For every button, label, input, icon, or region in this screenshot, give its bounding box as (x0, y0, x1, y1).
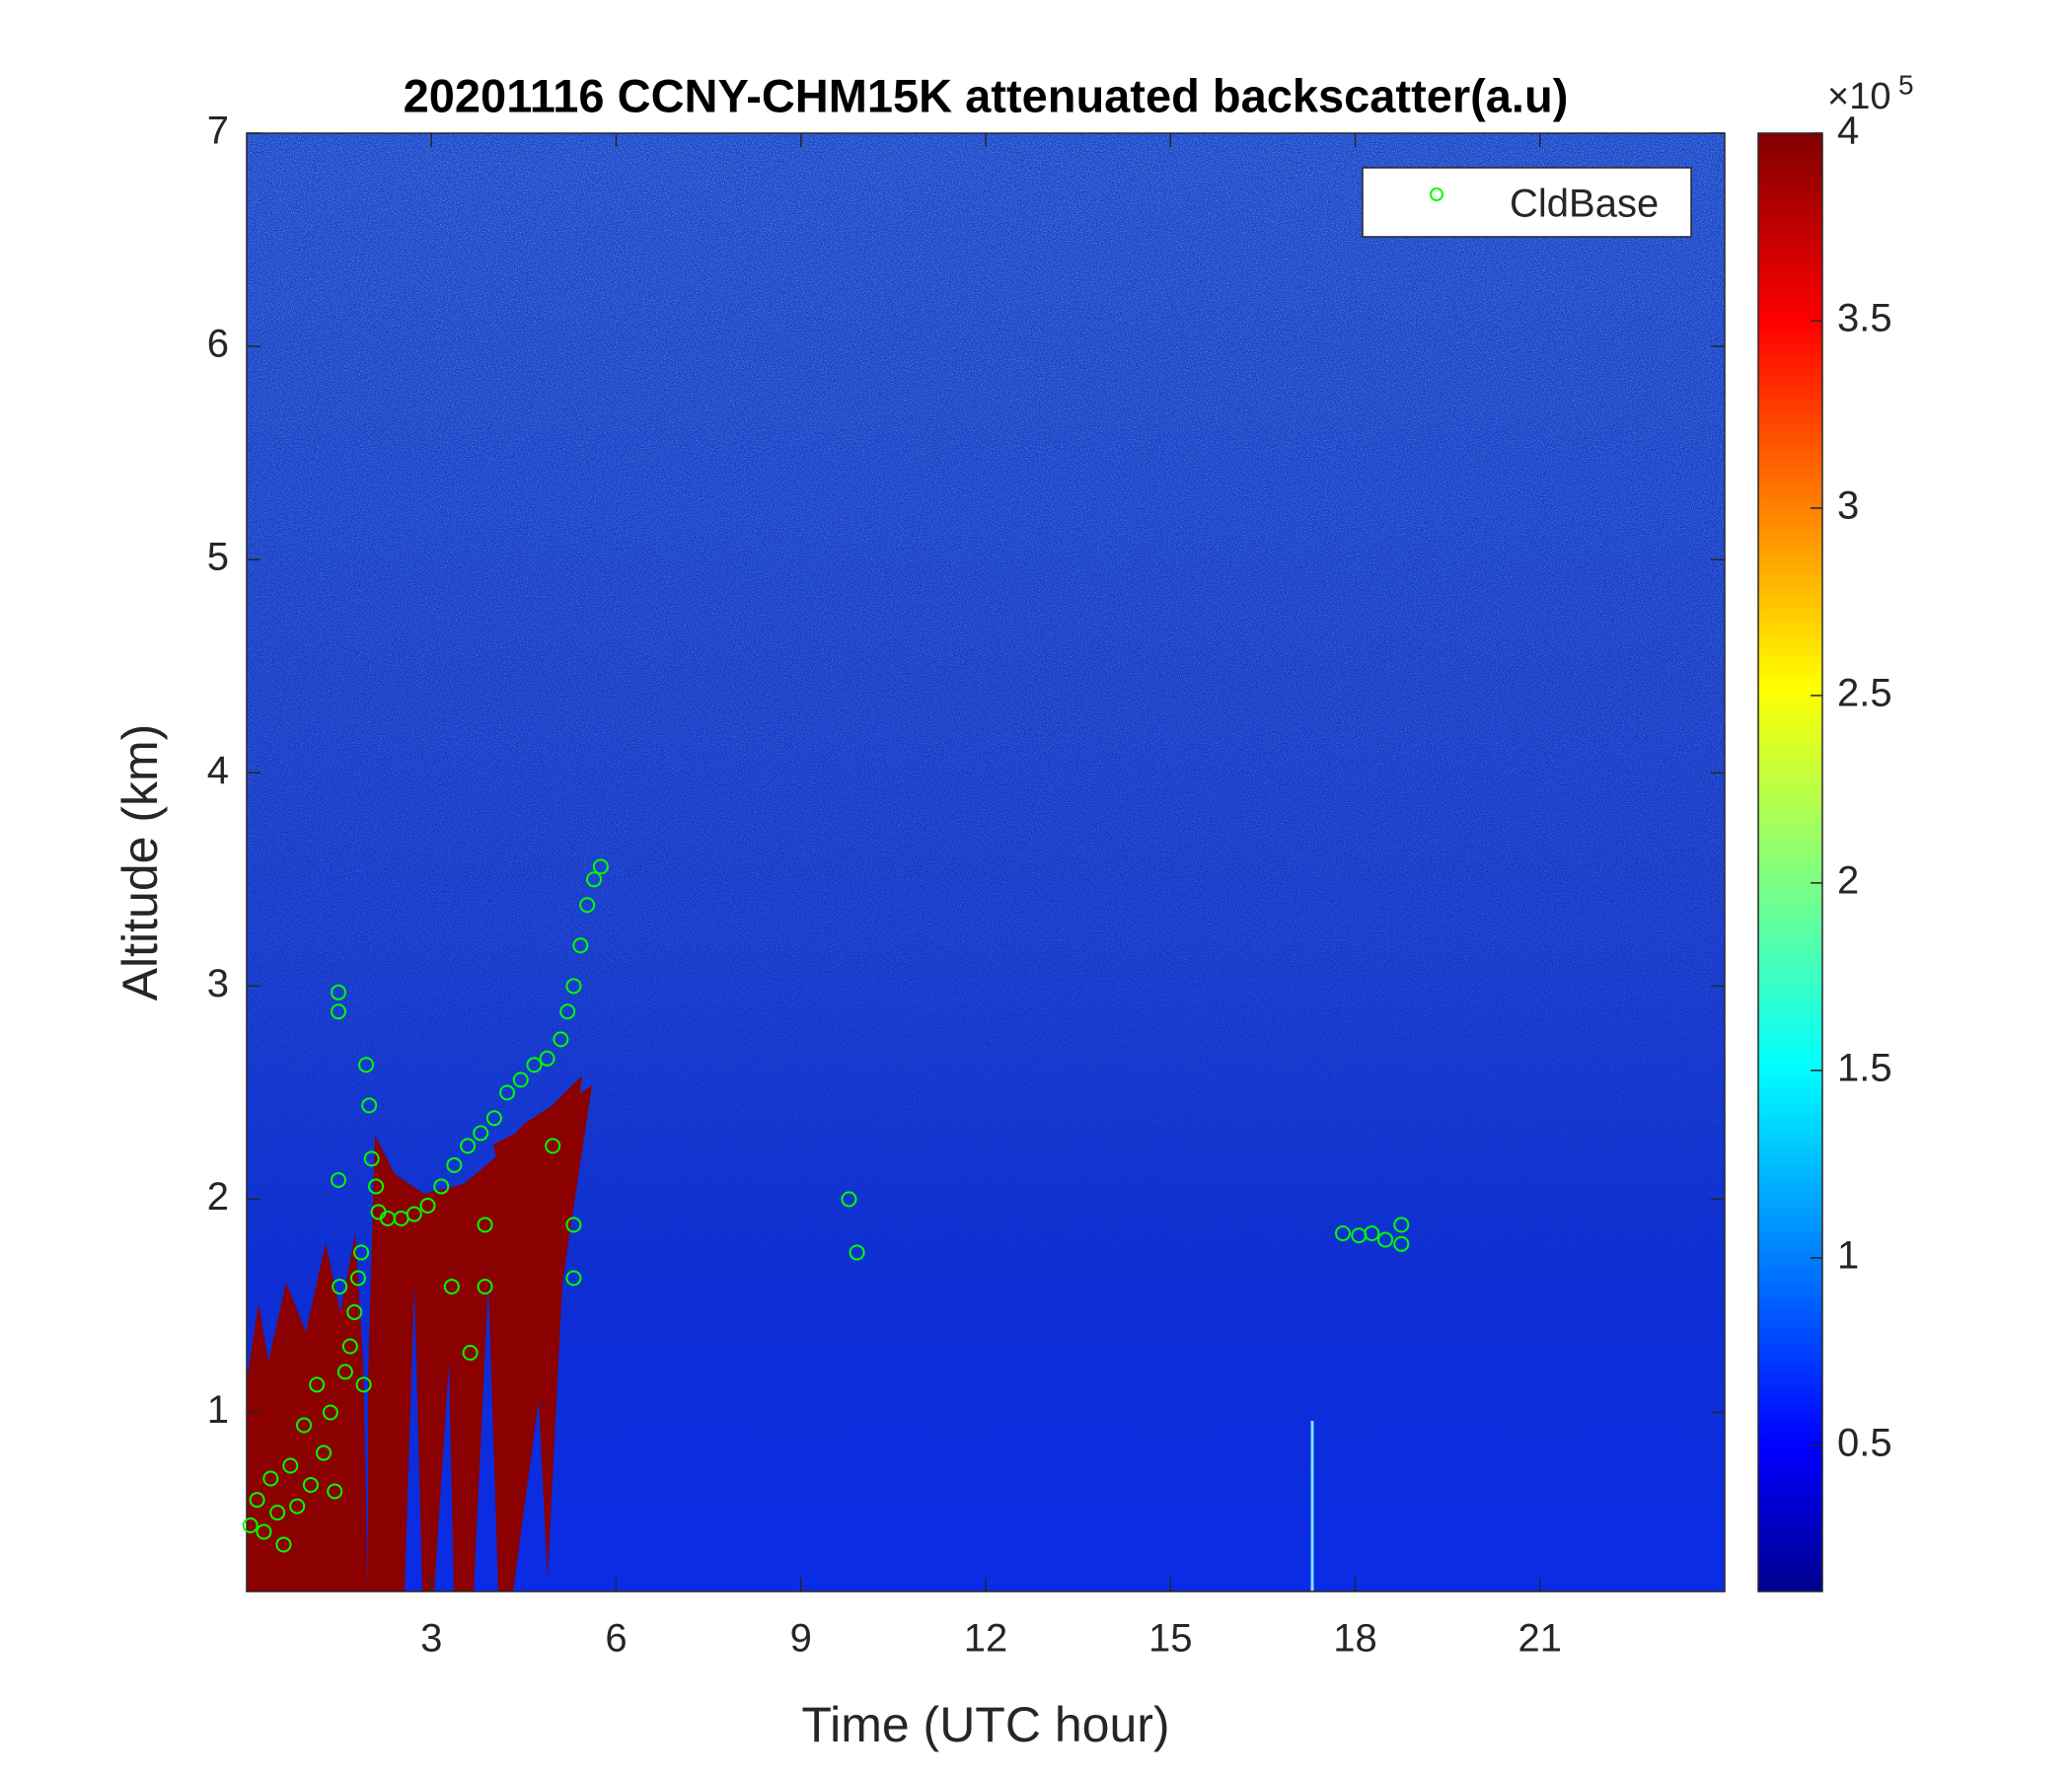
cloud-base-point (249, 1492, 265, 1509)
cloud-base-point (406, 1206, 422, 1222)
cloud-base-point (368, 1178, 385, 1195)
cloud-base-point (302, 1476, 319, 1493)
colorbar-multiplier: ×10 (1827, 76, 1890, 117)
cloud-base-point (565, 1270, 582, 1287)
cloud-base-point (512, 1072, 529, 1088)
x-axis-label: Time (UTC hour) (801, 1697, 1169, 1752)
cloud-base-point (477, 1217, 493, 1233)
x-tick-label: 9 (790, 1617, 812, 1661)
cloud-base-point (433, 1178, 450, 1195)
cloud-base-point (559, 1003, 576, 1020)
cloud-base-point (446, 1156, 463, 1173)
cloud-base-point (553, 1031, 569, 1048)
legend-marker (1430, 187, 1443, 201)
cloud-base-point (289, 1498, 306, 1515)
x-tick-label: 15 (1148, 1617, 1193, 1661)
cloud-base-point (1393, 1217, 1410, 1233)
y-tick-label: 6 (207, 323, 229, 366)
x-tick-label: 12 (964, 1617, 1008, 1661)
cloud-base-point (443, 1279, 460, 1295)
cloud-base-point (355, 1376, 372, 1393)
cloud-base-point (539, 1050, 555, 1067)
colorbar-tick-label: 0.5 (1837, 1421, 1892, 1464)
y-axis-label: Altitude (km) (112, 724, 168, 1001)
x-tick-label: 18 (1333, 1617, 1377, 1661)
cloud-base-point (332, 1279, 348, 1295)
cloud-base-point (1377, 1231, 1394, 1248)
colorbar (1757, 132, 1823, 1592)
legend-box (1362, 167, 1692, 238)
cloud-base-point (1393, 1235, 1410, 1252)
cloud-base-point (565, 978, 582, 995)
cloud-base-point (545, 1138, 561, 1154)
colorbar-tick-label: 1.5 (1837, 1046, 1892, 1089)
y-tick-label: 4 (207, 749, 229, 792)
cloud-base-point (358, 1057, 375, 1073)
y-tick-label: 2 (207, 1175, 229, 1219)
cloud-base-point (331, 1003, 347, 1020)
cloud-base-point (331, 984, 347, 1000)
colorbar-tick-label: 1 (1837, 1233, 1859, 1277)
colorbar-tick-label: 2 (1837, 858, 1859, 902)
cloud-base-point (363, 1150, 380, 1167)
x-tick-label: 3 (420, 1617, 442, 1661)
y-tick-label: 3 (207, 962, 229, 1005)
cloud-base-point (473, 1125, 489, 1142)
cloud-base-point (316, 1444, 333, 1461)
y-tick-label: 5 (207, 536, 229, 579)
cloud-base-point (841, 1191, 857, 1208)
colorbar-exponent: 5 (1898, 69, 1914, 100)
cloud-base-point (353, 1244, 370, 1261)
cloud-base-point (572, 937, 589, 954)
backscatter-image (247, 133, 1725, 1591)
cloud-base-point (309, 1376, 326, 1393)
cloud-base-point (296, 1417, 313, 1434)
cloud-base-point (592, 858, 609, 875)
cloud-base-point (275, 1536, 292, 1553)
cloud-base-point (346, 1303, 363, 1320)
colorbar-tick-label: 3.5 (1837, 297, 1892, 340)
cloud-base-point (242, 1517, 259, 1534)
cloud-base-point (462, 1344, 479, 1361)
cloud-base-point (282, 1457, 299, 1474)
cloud-base-point (565, 1217, 582, 1233)
cloud-base-point (526, 1057, 543, 1073)
y-tick-label: 7 (207, 110, 229, 153)
legend (1362, 167, 1692, 238)
colorbar-tick-label: 2.5 (1837, 671, 1892, 714)
colorbar-tick-label: 3 (1837, 484, 1859, 528)
cloud-base-point (269, 1505, 286, 1521)
cloud-base-point (341, 1338, 358, 1355)
colorbar-tick-label: 4 (1837, 110, 1859, 153)
y-tick-label: 1 (207, 1388, 229, 1432)
cloud-base-point (477, 1279, 493, 1295)
x-tick-label: 6 (605, 1617, 627, 1661)
cloud-base-point (262, 1470, 279, 1487)
cloud-base-point (460, 1138, 477, 1154)
cloud-base-point (349, 1270, 366, 1287)
cloud-base-point (1335, 1224, 1352, 1241)
chart-title: 20201116 CCNY-CHM15K attenuated backscat… (404, 69, 1569, 121)
cloud-base-point (485, 1110, 502, 1127)
cloud-base-point (499, 1084, 516, 1101)
cloud-base-point (849, 1244, 865, 1261)
cloud-base-point (322, 1404, 338, 1421)
cloud-base-point (361, 1097, 378, 1114)
x-tick-label: 21 (1518, 1617, 1563, 1661)
cloud-base-point (331, 1171, 347, 1188)
cloud-base-point (586, 871, 603, 888)
cloud-base-point (419, 1197, 436, 1214)
cloud-base-point (336, 1364, 353, 1380)
cloud-base-point (256, 1523, 272, 1540)
cloud-base-point (1364, 1224, 1380, 1241)
legend-label: CldBase (1510, 183, 1659, 226)
cloud-base-point (327, 1483, 343, 1500)
cloud-base-point (579, 897, 596, 914)
